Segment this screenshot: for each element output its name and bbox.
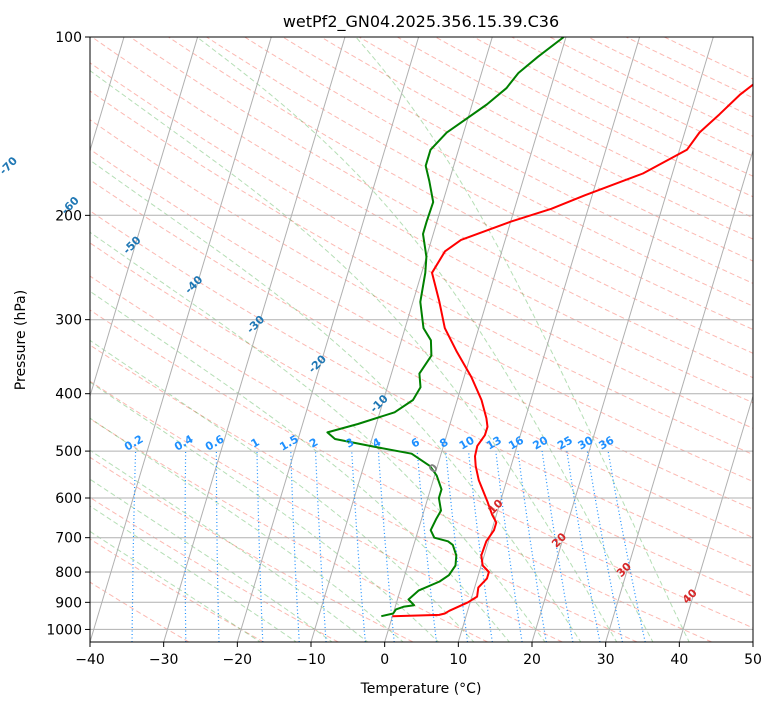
moist-adiabat-line xyxy=(90,159,582,642)
isotherm-line xyxy=(90,37,272,642)
moist-adiabat-line xyxy=(90,417,404,642)
isotherm-label: -70 xyxy=(0,154,20,177)
mixing-ratio-line xyxy=(184,451,187,642)
moist-adiabat-line xyxy=(90,231,546,642)
y-tick-label: 1000 xyxy=(46,622,82,638)
moist-adiabat-line xyxy=(196,37,654,642)
isotherm-line xyxy=(90,37,125,153)
dry-adiabat-line xyxy=(91,37,753,404)
y-tick-label: 900 xyxy=(55,595,82,611)
plot-frame xyxy=(89,36,754,643)
mixing-ratio-line xyxy=(256,451,264,642)
dry-adiabat-line xyxy=(90,148,753,510)
x-tick-label: −10 xyxy=(296,652,326,668)
x-tick-label: −40 xyxy=(75,652,105,668)
mixing-ratio-line xyxy=(82,451,89,642)
moist-adiabat-line xyxy=(355,37,690,642)
y-tick-label: 200 xyxy=(55,208,82,224)
y-axis-label: Pressure (hPa) xyxy=(13,290,29,390)
isotherm-line xyxy=(163,37,346,642)
dry-adiabat-line xyxy=(90,210,753,568)
isotherm-line xyxy=(605,148,753,642)
y-tick-label: 800 xyxy=(55,565,82,581)
moist-adiabat-line xyxy=(90,530,262,642)
mixing-ratio-line xyxy=(290,451,300,642)
isotherm-line xyxy=(531,37,714,642)
isotherm-line xyxy=(384,37,567,642)
x-tick-label: 10 xyxy=(449,652,467,668)
moist-adiabat-line xyxy=(90,478,333,642)
isotherm-line xyxy=(752,640,753,642)
moist-adiabat-line xyxy=(90,70,618,642)
dry-adiabat-line xyxy=(90,242,753,598)
moist-adiabat-line xyxy=(90,505,298,642)
dry-adiabat-line xyxy=(90,309,712,642)
x-tick-label: 0 xyxy=(380,652,389,668)
x-axis-ticks: −40 −30 −20 −10 0 10 20 30 40 50 xyxy=(75,642,762,668)
y-tick-label: 400 xyxy=(55,387,82,403)
y-tick-label: 700 xyxy=(55,531,82,547)
isotherm-line xyxy=(90,37,199,398)
x-tick-label: −20 xyxy=(223,652,253,668)
dry-adiabat-line xyxy=(90,275,753,629)
dry-adiabat-line xyxy=(90,496,339,642)
profile-curves xyxy=(326,37,753,618)
dry-adiabat-line xyxy=(90,119,753,483)
mixing-ratio-line xyxy=(131,451,137,642)
plot-area xyxy=(90,37,753,642)
x-tick-label: −30 xyxy=(149,652,179,668)
mixing-ratio-line xyxy=(314,451,327,642)
isotherm-line xyxy=(457,37,641,642)
x-axis-label: Temperature (°C) xyxy=(360,681,482,697)
moist-adiabat-line xyxy=(90,339,475,642)
x-tick-label: 20 xyxy=(523,652,541,668)
temperature-line xyxy=(392,83,753,618)
y-tick-label: 600 xyxy=(55,491,82,507)
x-tick-label: 40 xyxy=(670,652,688,668)
x-tick-label: 30 xyxy=(597,652,615,668)
dewpoint-line xyxy=(326,37,565,618)
x-tick-label: 50 xyxy=(744,652,762,668)
isotherm-line xyxy=(310,37,493,642)
dry-adiabat-line xyxy=(90,456,414,642)
dry-adiabat-line xyxy=(90,90,753,456)
y-tick-label: 300 xyxy=(55,313,82,329)
dry-adiabat-line xyxy=(90,581,190,642)
dry-adiabat-line xyxy=(90,418,488,642)
isotherm-line xyxy=(236,37,420,642)
mixing-ratio-line xyxy=(215,451,220,642)
dry-adiabat-line xyxy=(90,344,638,642)
isotherm-line xyxy=(678,394,753,642)
background-lines xyxy=(82,37,753,642)
chart-title: wetPf2_GN04.2025.356.15.39.C36 xyxy=(283,12,559,32)
y-tick-label: 500 xyxy=(55,444,82,460)
y-tick-label: 100 xyxy=(55,30,82,46)
y-axis-ticks: 100 200 300 400 500 600 700 800 900 1000 xyxy=(46,30,90,638)
mixing-ratio-line xyxy=(607,450,646,642)
